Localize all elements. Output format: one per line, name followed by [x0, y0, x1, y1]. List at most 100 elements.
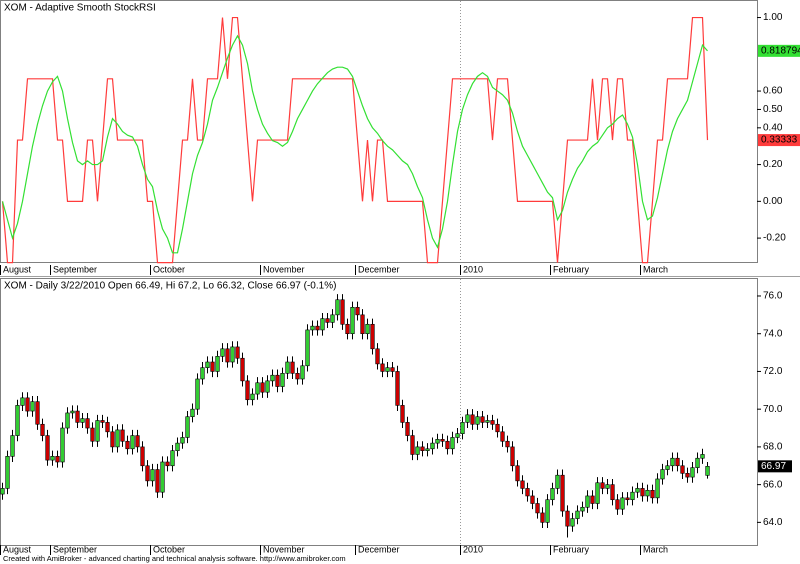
candle-body — [260, 382, 265, 393]
candle-body — [20, 397, 25, 406]
x-tick-label: December — [358, 544, 400, 554]
candle-body — [530, 495, 535, 504]
last-value-box — [758, 460, 792, 473]
candle-body — [460, 422, 465, 434]
candle-body — [340, 299, 345, 325]
candle-body — [275, 374, 280, 387]
last-value-box — [758, 44, 800, 57]
last-value-box — [758, 134, 800, 147]
candle-body — [480, 416, 485, 423]
candle-body — [350, 306, 355, 335]
x-tick-label: February — [553, 264, 590, 274]
candle-body — [90, 427, 95, 442]
candle-body — [295, 373, 300, 380]
candle-body — [630, 491, 635, 501]
candle-body — [430, 442, 435, 450]
candle-body — [450, 437, 455, 450]
candle-body — [65, 412, 70, 429]
candle-body — [175, 442, 180, 451]
candle-body — [525, 488, 530, 497]
x-tick-label: March — [643, 544, 668, 554]
candle-body — [705, 466, 710, 476]
candle-body — [165, 461, 170, 467]
candle-body — [80, 418, 85, 423]
y-tick-label: -0.20 — [763, 233, 786, 244]
candle-body — [395, 371, 400, 406]
candle-body — [195, 378, 200, 410]
candle-body — [180, 437, 185, 444]
candle-body — [375, 348, 380, 365]
candle-body — [420, 446, 425, 451]
x-tick-label: February — [553, 544, 590, 554]
candle-body — [170, 450, 175, 467]
candle-body — [5, 456, 10, 489]
candle-body — [645, 489, 650, 497]
candle-body — [320, 318, 325, 331]
x-tick-label: August — [3, 264, 32, 274]
candle-body — [220, 348, 225, 357]
candle-body — [0, 488, 5, 495]
candle-body — [555, 474, 560, 489]
candle-body — [695, 457, 700, 468]
candle-body — [45, 435, 50, 461]
candle-body — [415, 446, 420, 455]
candle-body — [345, 323, 350, 335]
candle-body — [225, 348, 230, 363]
candle-body — [510, 446, 515, 467]
candle-body — [650, 489, 655, 499]
candle-body — [690, 467, 695, 478]
rsi-line — [1, 16, 709, 264]
y-tick-label: 70.0 — [763, 404, 783, 415]
candle-body — [205, 361, 210, 368]
candle-body — [435, 439, 440, 444]
candle-body — [240, 357, 245, 382]
candle-body — [125, 440, 130, 450]
y-tick-label: 0.40 — [763, 122, 783, 133]
candle-body — [315, 325, 320, 331]
candle-body — [185, 416, 190, 438]
candle-body — [130, 435, 135, 450]
candle-body — [60, 427, 65, 463]
candle-body — [245, 380, 250, 401]
candle-body — [685, 473, 690, 478]
candle-body — [235, 346, 240, 359]
candle-body — [300, 365, 305, 380]
candle-body — [660, 469, 665, 480]
candle-body — [250, 393, 255, 401]
candle-body — [255, 382, 260, 395]
x-tick-label: October — [153, 544, 185, 554]
candle-body — [85, 418, 90, 429]
candle-body — [335, 299, 340, 316]
candle-body — [675, 457, 680, 467]
candle-body — [75, 410, 80, 423]
candle-body — [370, 323, 375, 350]
candle-body — [305, 329, 310, 367]
x-tick-label: October — [153, 264, 185, 274]
last-value-label: 0.33333 — [761, 135, 798, 146]
candle-body — [310, 325, 315, 331]
panel-frame — [0, 0, 758, 263]
candle-body — [565, 510, 570, 527]
candle-body — [50, 456, 55, 461]
candle-body — [15, 405, 20, 436]
candle-body — [365, 323, 370, 335]
candle-body — [475, 416, 480, 425]
candle-body — [505, 440, 510, 448]
candle-body — [550, 488, 555, 501]
candle-body — [360, 314, 365, 335]
candle-body — [385, 367, 390, 372]
candle-body — [545, 499, 550, 523]
candle-body — [120, 429, 125, 442]
x-tick-label: 2010 — [463, 544, 483, 554]
candle-body — [285, 361, 290, 374]
x-tick-label: December — [358, 264, 400, 274]
candle-body — [440, 439, 445, 442]
candle-body — [605, 484, 610, 489]
rsi-line — [1, 34, 708, 254]
candle-body — [425, 448, 430, 451]
candle-body — [470, 414, 475, 425]
candle-body — [600, 482, 605, 489]
x-tick-label: September — [53, 544, 97, 554]
